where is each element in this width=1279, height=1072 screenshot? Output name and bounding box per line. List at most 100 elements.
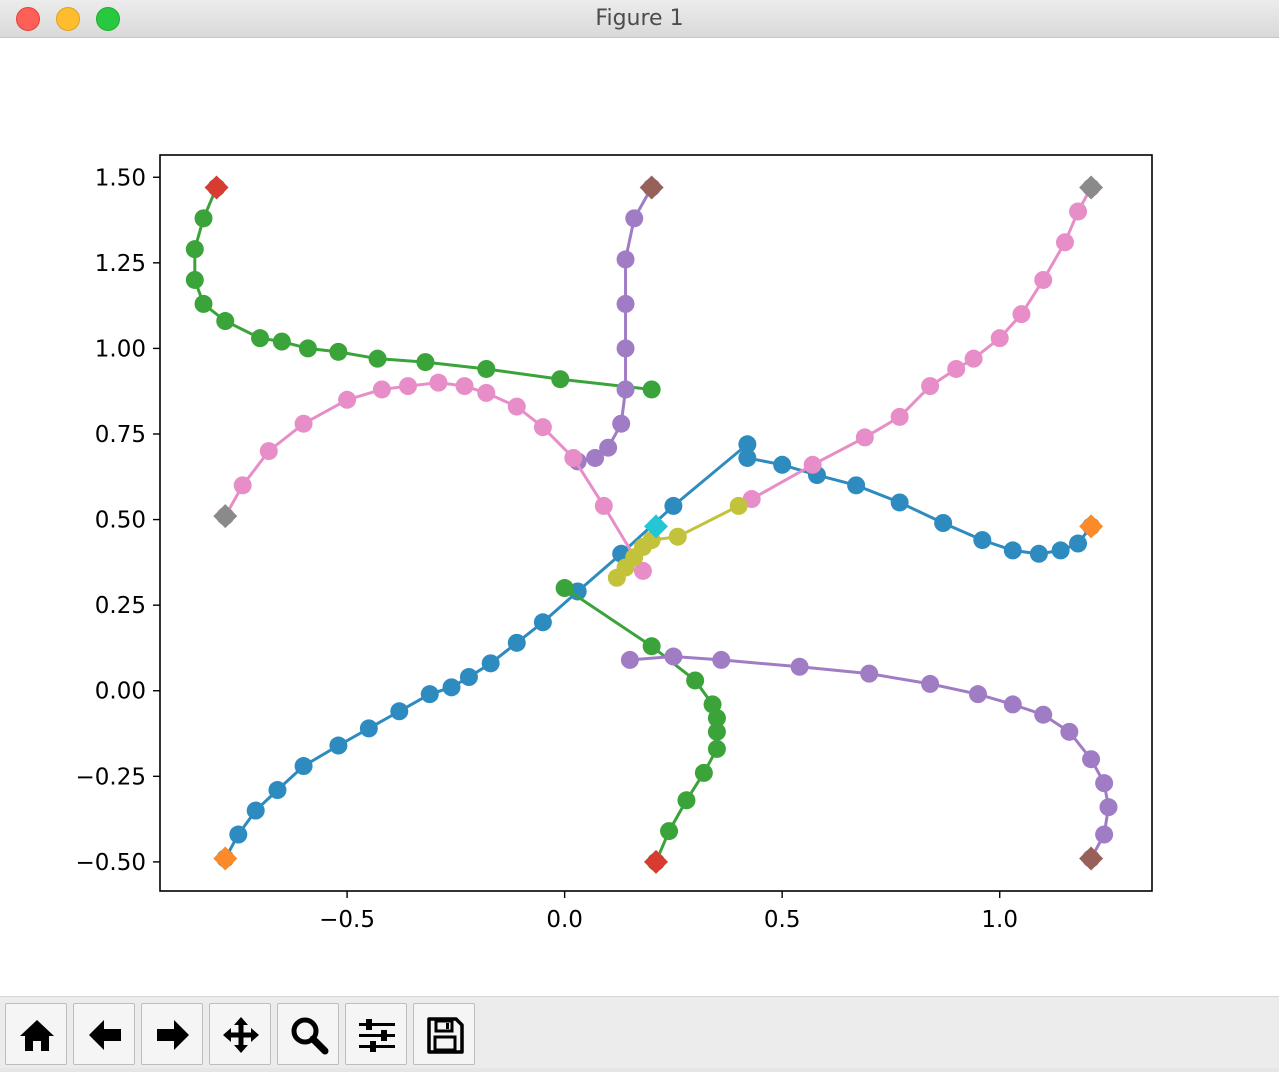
data-point [973,531,992,550]
data-point [594,496,613,515]
data-point [642,380,661,399]
arrow-right-icon [157,1020,189,1050]
data-point [703,695,722,714]
data-point [477,359,496,378]
diamond-marker [644,849,668,874]
data-point [1034,705,1053,724]
data-point [968,685,987,704]
data-point [1003,695,1022,714]
diamond-marker [213,504,238,529]
data-point [729,496,748,515]
data-point [633,561,652,580]
home-button[interactable] [5,1003,67,1065]
data-point [372,380,391,399]
data-point [707,739,726,758]
data-point [416,353,435,372]
data-point [934,514,953,532]
data-point [847,476,866,495]
save-button[interactable] [413,1003,475,1065]
data-point [664,496,683,515]
data-point [686,671,705,690]
data-point [533,418,552,437]
back-button[interactable] [73,1003,135,1065]
data-point [668,527,687,546]
y-tick-label: −0.25 [76,764,146,790]
forward-button[interactable] [141,1003,203,1065]
data-point [612,414,631,433]
data-point [368,349,387,368]
data-point [429,373,448,392]
data-point [390,702,409,721]
data-point [216,312,235,331]
data-point [890,493,909,512]
data-point [990,329,1009,348]
data-point [185,240,204,259]
y-tick-label: 0.00 [95,679,146,705]
data-point [694,763,713,782]
data-point [481,654,500,673]
data-point [642,637,661,656]
data-point [246,801,265,820]
floppy-disk-icon [427,1017,464,1054]
data-point [455,377,474,396]
data-point [272,332,291,351]
data-point [329,342,348,361]
data-point [790,657,809,676]
data-point [1082,750,1101,769]
data-point [664,647,683,666]
data-point [477,383,496,402]
y-tick-label: 0.75 [95,422,146,448]
data-point [921,377,940,396]
data-point [233,476,252,495]
minimize-window-button[interactable] [56,7,80,31]
data-point [738,435,757,454]
zoom-button[interactable] [277,1003,339,1065]
y-tick-label: −0.50 [76,850,146,876]
x-tick-label: −0.5 [319,907,375,933]
data-point [533,613,552,632]
configure-subplots-button[interactable] [345,1003,407,1065]
data-point [555,579,574,598]
data-point [707,722,726,741]
sliders-icon [359,1019,395,1052]
data-point [947,359,966,378]
close-window-button[interactable] [16,7,40,31]
x-tick-label: 0.0 [546,907,583,933]
data-point [625,209,644,228]
status-bar [0,1068,1279,1072]
data-point [1060,722,1079,741]
data-point [1099,798,1118,817]
y-tick-label: 1.25 [95,251,146,277]
data-point [616,380,635,399]
data-point [1003,541,1022,560]
data-point [359,719,378,738]
home-icon [20,1020,54,1051]
data-point [1055,233,1074,252]
data-point [259,442,278,461]
data-point [964,349,983,368]
y-tick-label: 0.25 [95,593,146,619]
data-point [194,294,213,313]
data-point [507,397,526,416]
data-point [1095,774,1114,793]
zoom-window-button[interactable] [96,7,120,31]
data-point [1069,534,1088,553]
data-point [738,448,757,467]
x-tick-label: 1.0 [981,907,1018,933]
data-point [921,674,940,693]
data-point [599,438,618,457]
pan-button[interactable] [209,1003,271,1065]
move-icon [223,1017,259,1053]
data-point [420,685,439,704]
data-point [803,455,822,474]
data-point [586,448,605,467]
data-point [1012,305,1031,324]
data-point [707,709,726,728]
data-point [616,339,635,358]
data-point [660,822,679,841]
data-point [551,370,570,389]
data-point [860,664,879,683]
navigation-toolbar [0,996,1279,1072]
plot-canvas[interactable]: −0.5 0.0 0.5 1.0 −0.50 −0.25 0.00 0.25 0.50 0.75 1… [0,38,1279,996]
data-point [298,339,317,358]
